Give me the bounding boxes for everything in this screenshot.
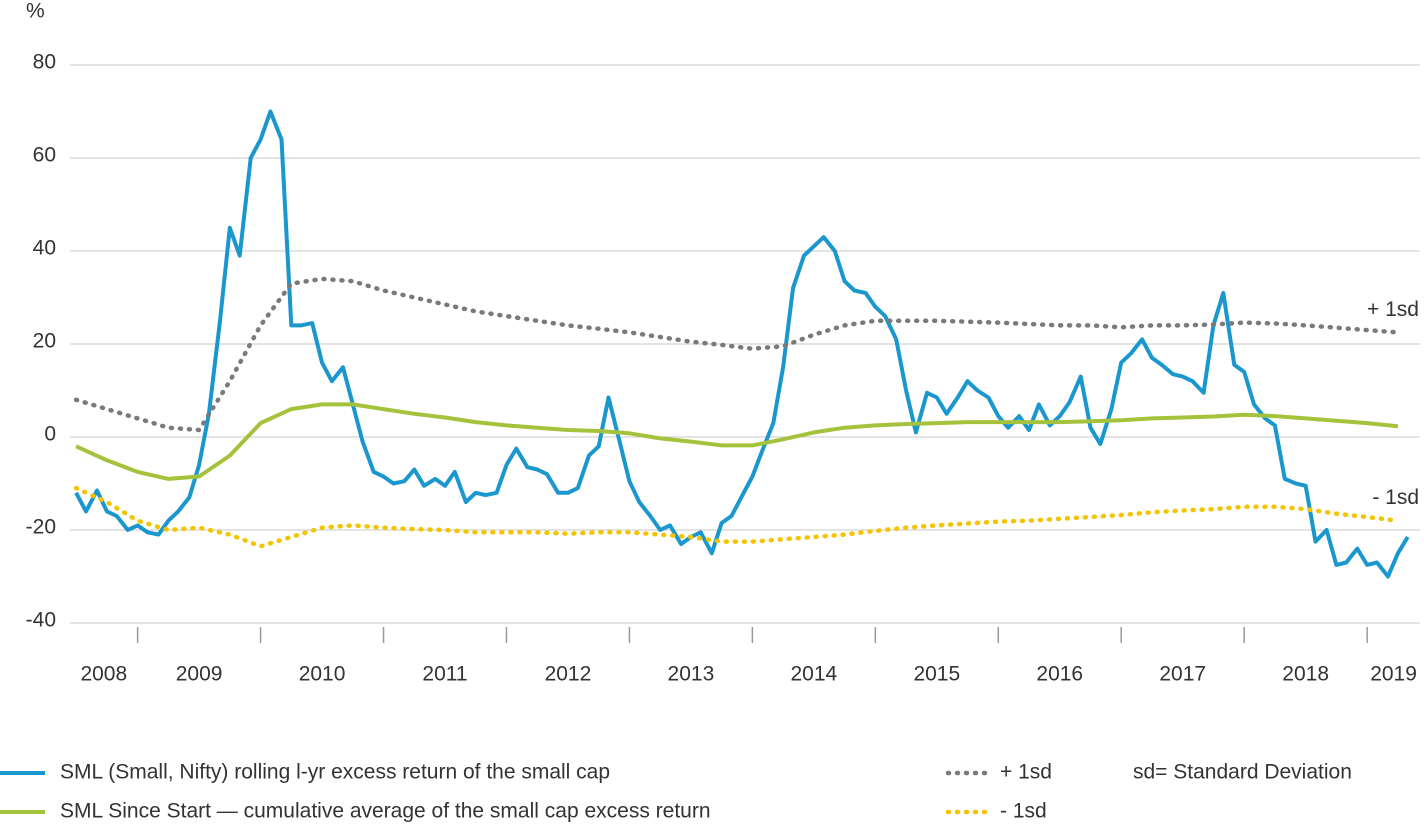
x-tick-label: 2016 [1036,663,1083,686]
legend-label: SML Since Start — cumulative average of … [60,800,711,823]
x-tick-label: 2008 [80,663,127,686]
x-tick-label: 2010 [299,663,346,686]
y-tick-label: 20 [33,330,56,353]
legend-label: + 1sd [1000,761,1052,784]
x-tick-label: 2017 [1159,663,1206,686]
series-line [75,402,1399,481]
y-tick-label: 80 [33,51,56,74]
end-label: + 1sd [1367,298,1419,321]
y-tick-label: 60 [33,144,56,167]
series-line [73,276,1401,433]
x-tick-label: 2015 [913,663,960,686]
x-tick-label: 2018 [1282,663,1329,686]
legend-label: - 1sd [1000,800,1047,823]
x-tick-label: 2019 [1370,663,1417,686]
y-unit: % [26,0,45,23]
series-line [74,109,1410,579]
x-tick-label: 2009 [176,663,223,686]
x-tick-label: 2013 [668,663,715,686]
y-tick-label: 0 [44,423,56,446]
end-label: - 1sd [1372,486,1419,509]
x-tick-label: 2014 [790,663,837,686]
x-tick-label: 2012 [545,663,592,686]
legend-label: SML (Small, Nifty) rolling l-yr excess r… [60,761,610,784]
y-tick-label: 40 [33,237,56,260]
y-tick-label: -40 [26,609,56,632]
legend-note: sd= Standard Deviation [1133,761,1352,784]
x-tick-label: 2011 [422,663,467,686]
series-line [73,485,1401,549]
y-tick-label: -20 [26,516,56,539]
